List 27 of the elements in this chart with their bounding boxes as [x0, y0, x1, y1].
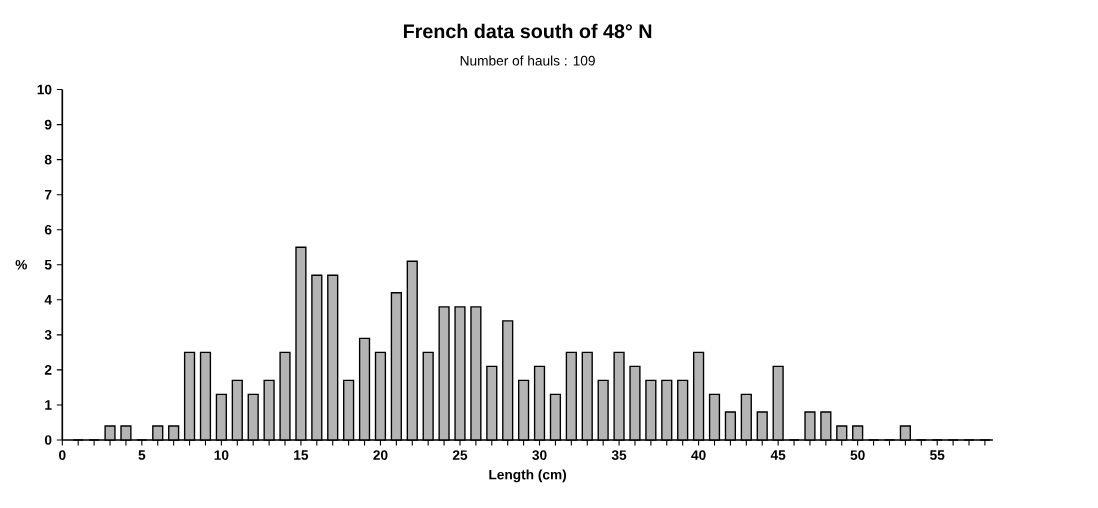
x-tick-label: 45	[770, 450, 786, 460]
x-tick-label: 20	[373, 450, 388, 460]
x-tick-label: 35	[611, 450, 627, 460]
x-tick-label: 0	[59, 450, 66, 460]
y-tick-label: 3	[44, 329, 52, 340]
x-tick-label: 5	[138, 450, 146, 460]
x-tick-label: 55	[930, 450, 945, 460]
y-tick-label: 0	[44, 435, 52, 445]
y-axis-title: %	[15, 259, 28, 270]
x-tick-label: 30	[532, 450, 547, 460]
x-tick-label: 40	[691, 450, 706, 460]
y-tick-label: 1	[45, 400, 52, 410]
chart-title: French data south of 48° N	[403, 23, 652, 39]
y-tick-label: 2	[44, 365, 52, 375]
x-tick-label: 50	[850, 450, 865, 460]
y-tick-label: 10	[37, 84, 52, 95]
y-tick-label: 5	[44, 259, 52, 270]
x-tick-label: 15	[294, 450, 309, 460]
y-tick-label: 9	[44, 119, 52, 130]
y-tick-label: 6	[44, 224, 52, 235]
x-tick-label: 25	[452, 450, 468, 460]
x-tick-label: 10	[214, 450, 229, 460]
y-tick-label: 7	[44, 189, 52, 200]
y-tick-label: 4	[44, 295, 52, 305]
x-axis-title: Length (cm)	[489, 469, 567, 483]
y-tick-label: 8	[44, 154, 52, 165]
chart-subtitle: Number of hauls : 109	[460, 55, 595, 66]
